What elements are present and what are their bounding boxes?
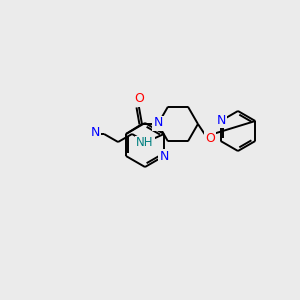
Text: N: N <box>90 127 100 140</box>
Text: N: N <box>153 116 163 130</box>
Text: N: N <box>217 113 226 127</box>
Text: O: O <box>205 131 215 145</box>
Text: N: N <box>159 149 169 163</box>
Text: NH: NH <box>136 136 154 149</box>
Text: O: O <box>134 92 144 106</box>
